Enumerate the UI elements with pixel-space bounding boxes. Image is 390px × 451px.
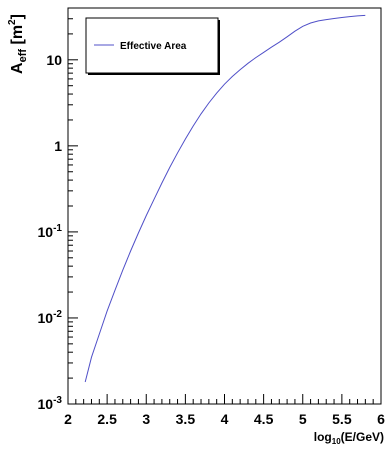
y-axis-label-base: A: [9, 62, 26, 74]
svg-text:Aeff [m2]: Aeff [m2]: [7, 14, 29, 74]
x-tick-label: 2: [64, 411, 72, 427]
y-tick-label-base: 1: [54, 138, 62, 154]
x-axis-label: log10(E/GeV): [314, 430, 384, 446]
x-tick-label: 5.5: [332, 411, 352, 427]
y-tick-label-base: 10: [46, 52, 62, 68]
x-axis-label-base: log: [314, 430, 332, 444]
legend-label: Effective Area: [120, 41, 187, 52]
series-line: [84, 14, 366, 383]
y-tick-label-base: 10: [38, 310, 54, 326]
y-axis-label-unit-close: ]: [9, 14, 26, 19]
x-axis-label-rest: (E/GeV): [341, 430, 384, 444]
x-tick-label: 3.5: [176, 411, 196, 427]
y-tick-label: 10-1: [38, 223, 63, 240]
legend: Effective Area: [85, 17, 220, 75]
x-tick-label: 4: [221, 411, 229, 427]
y-tick-label: 10-2: [38, 309, 63, 326]
x-tick-label: 5: [299, 411, 307, 427]
y-tick-label: 10: [46, 52, 62, 68]
y-tick-label-base: 10: [38, 396, 54, 412]
y-tick-label: 1: [54, 138, 62, 154]
x-axis-label-sub: 10: [332, 437, 341, 446]
y-axis-label-sup: 2: [7, 19, 18, 25]
x-tick-label: 2.5: [97, 411, 117, 427]
x-tick-label: 4.5: [254, 411, 274, 427]
x-tick-label: 3: [142, 411, 150, 427]
x-tick-label: 6: [377, 411, 385, 427]
y-axis-label-sub: eff: [17, 49, 29, 63]
y-tick-label-base: 10: [38, 224, 54, 240]
y-axis-label-unit-open: [m: [9, 25, 26, 49]
y-tick-label: 10-3: [38, 395, 63, 412]
y-axis-label: Aeff [m2]: [7, 14, 29, 74]
y-tick-label-exponent: -3: [53, 395, 62, 406]
y-tick-label-exponent: -1: [53, 223, 62, 234]
y-tick-label-exponent: -2: [53, 309, 62, 320]
